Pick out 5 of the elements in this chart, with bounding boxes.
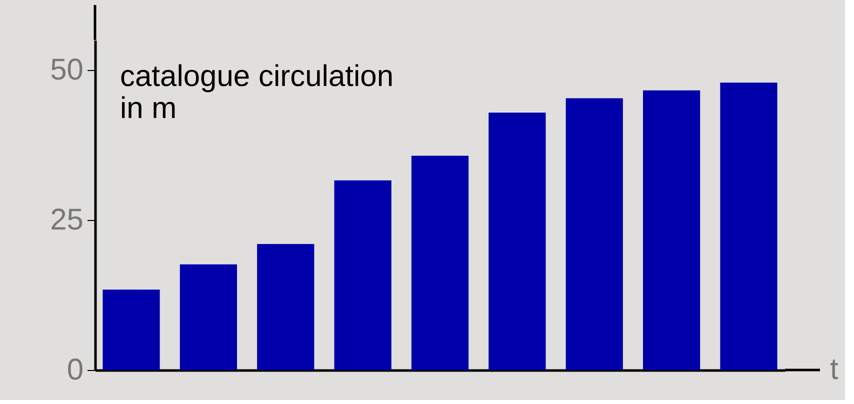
y-axis-title: catalogue circulation in m: [120, 60, 394, 125]
y-tick-label: 0: [66, 354, 84, 386]
x-axis-title: t: [830, 353, 839, 386]
y-tick-label: 50: [50, 54, 84, 86]
y-tick-label: 25: [50, 204, 84, 236]
